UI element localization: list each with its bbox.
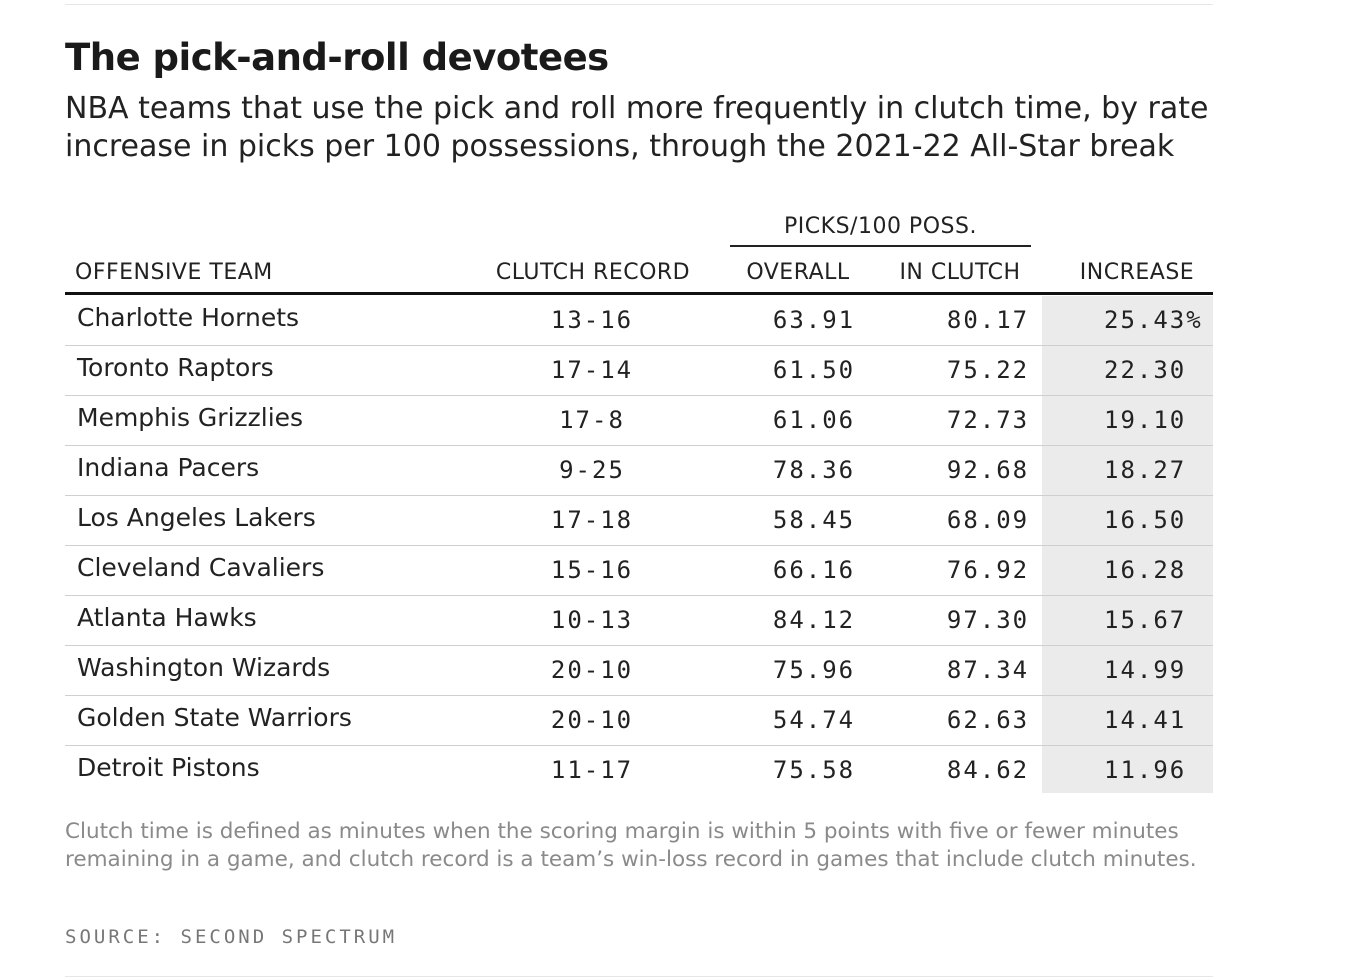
overall-value: 75.58 [772, 756, 856, 784]
increase-value: 11.96 [1104, 756, 1187, 784]
clutch-value: 75.22 [946, 356, 1030, 384]
increase-value: 22.30 [1104, 356, 1187, 384]
clutch-value: 76.92 [946, 556, 1030, 584]
overall-value: 78.36 [772, 456, 856, 484]
row-divider [65, 445, 1213, 446]
increase-value: 16.50 [1104, 506, 1187, 534]
team-name: Washington Wizards [77, 653, 331, 682]
group-header: PICKS/100 POSS. [784, 214, 977, 239]
overall-value: 66.16 [772, 556, 856, 584]
clutch-value: 84.62 [946, 756, 1030, 784]
team-name: Detroit Pistons [77, 753, 260, 782]
row-divider [65, 595, 1213, 596]
increase-value: 25.43% [1104, 306, 1203, 334]
row-divider [65, 495, 1213, 496]
column-header: CLUTCH RECORD [495, 260, 691, 285]
clutch-record: 11-17 [550, 756, 634, 784]
clutch-value: 62.63 [946, 706, 1030, 734]
overall-value: 54.74 [772, 706, 856, 734]
clutch-value: 68.09 [946, 506, 1030, 534]
team-name: Charlotte Hornets [77, 303, 300, 332]
clutch-value: 87.34 [946, 656, 1030, 684]
team-name: Cleveland Cavaliers [77, 553, 325, 582]
footnote: Clutch time is defined as minutes when t… [65, 819, 1197, 872]
team-name: Golden State Warriors [77, 703, 352, 732]
overall-value: 75.96 [772, 656, 856, 684]
overall-value: 61.50 [772, 356, 856, 384]
column-header: INCREASE [1079, 260, 1195, 285]
column-header: OVERALL [746, 260, 850, 285]
increase-value: 14.41 [1104, 706, 1187, 734]
increase-value: 18.27 [1104, 456, 1187, 484]
row-divider [65, 695, 1213, 696]
clutch-record: 10-13 [550, 606, 634, 634]
column-header: IN CLUTCH [899, 260, 1021, 285]
row-divider [65, 345, 1213, 346]
team-name: Indiana Pacers [77, 453, 260, 482]
clutch-record: 20-10 [550, 656, 634, 684]
clutch-value: 92.68 [946, 456, 1030, 484]
row-divider [65, 745, 1213, 746]
clutch-record: 9-25 [559, 456, 625, 484]
clutch-record: 20-10 [550, 706, 634, 734]
header-rule [65, 292, 1213, 295]
increase-value: 16.28 [1104, 556, 1187, 584]
top-border [65, 4, 1213, 5]
team-name: Atlanta Hawks [77, 603, 257, 632]
group-underline [730, 245, 1031, 247]
team-name: Memphis Grizzlies [77, 403, 304, 432]
increase-value: 14.99 [1104, 656, 1187, 684]
overall-value: 84.12 [772, 606, 856, 634]
bottom-border [65, 976, 1213, 977]
increase-value: 19.10 [1104, 406, 1187, 434]
row-divider [65, 545, 1213, 546]
column-header: OFFENSIVE TEAM [75, 260, 273, 285]
clutch-value: 72.73 [946, 406, 1030, 434]
overall-value: 63.91 [772, 306, 856, 334]
team-name: Los Angeles Lakers [77, 503, 316, 532]
clutch-record: 17-8 [559, 406, 625, 434]
clutch-record: 15-16 [550, 556, 634, 584]
highlight-column [1042, 296, 1213, 793]
title: The pick-and-roll devotees [65, 36, 609, 79]
overall-value: 61.06 [772, 406, 856, 434]
clutch-record: 17-18 [550, 506, 634, 534]
clutch-value: 80.17 [946, 306, 1030, 334]
row-divider [65, 645, 1213, 646]
clutch-record: 17-14 [550, 356, 634, 384]
source: SOURCE: SECOND SPECTRUM [65, 926, 398, 948]
clutch-record: 13-16 [550, 306, 634, 334]
subtitle: NBA teams that use the pick and roll mor… [65, 91, 1209, 164]
row-divider [65, 395, 1213, 396]
overall-value: 58.45 [772, 506, 856, 534]
increase-value: 15.67 [1104, 606, 1187, 634]
team-name: Toronto Raptors [77, 353, 274, 382]
clutch-value: 97.30 [946, 606, 1030, 634]
